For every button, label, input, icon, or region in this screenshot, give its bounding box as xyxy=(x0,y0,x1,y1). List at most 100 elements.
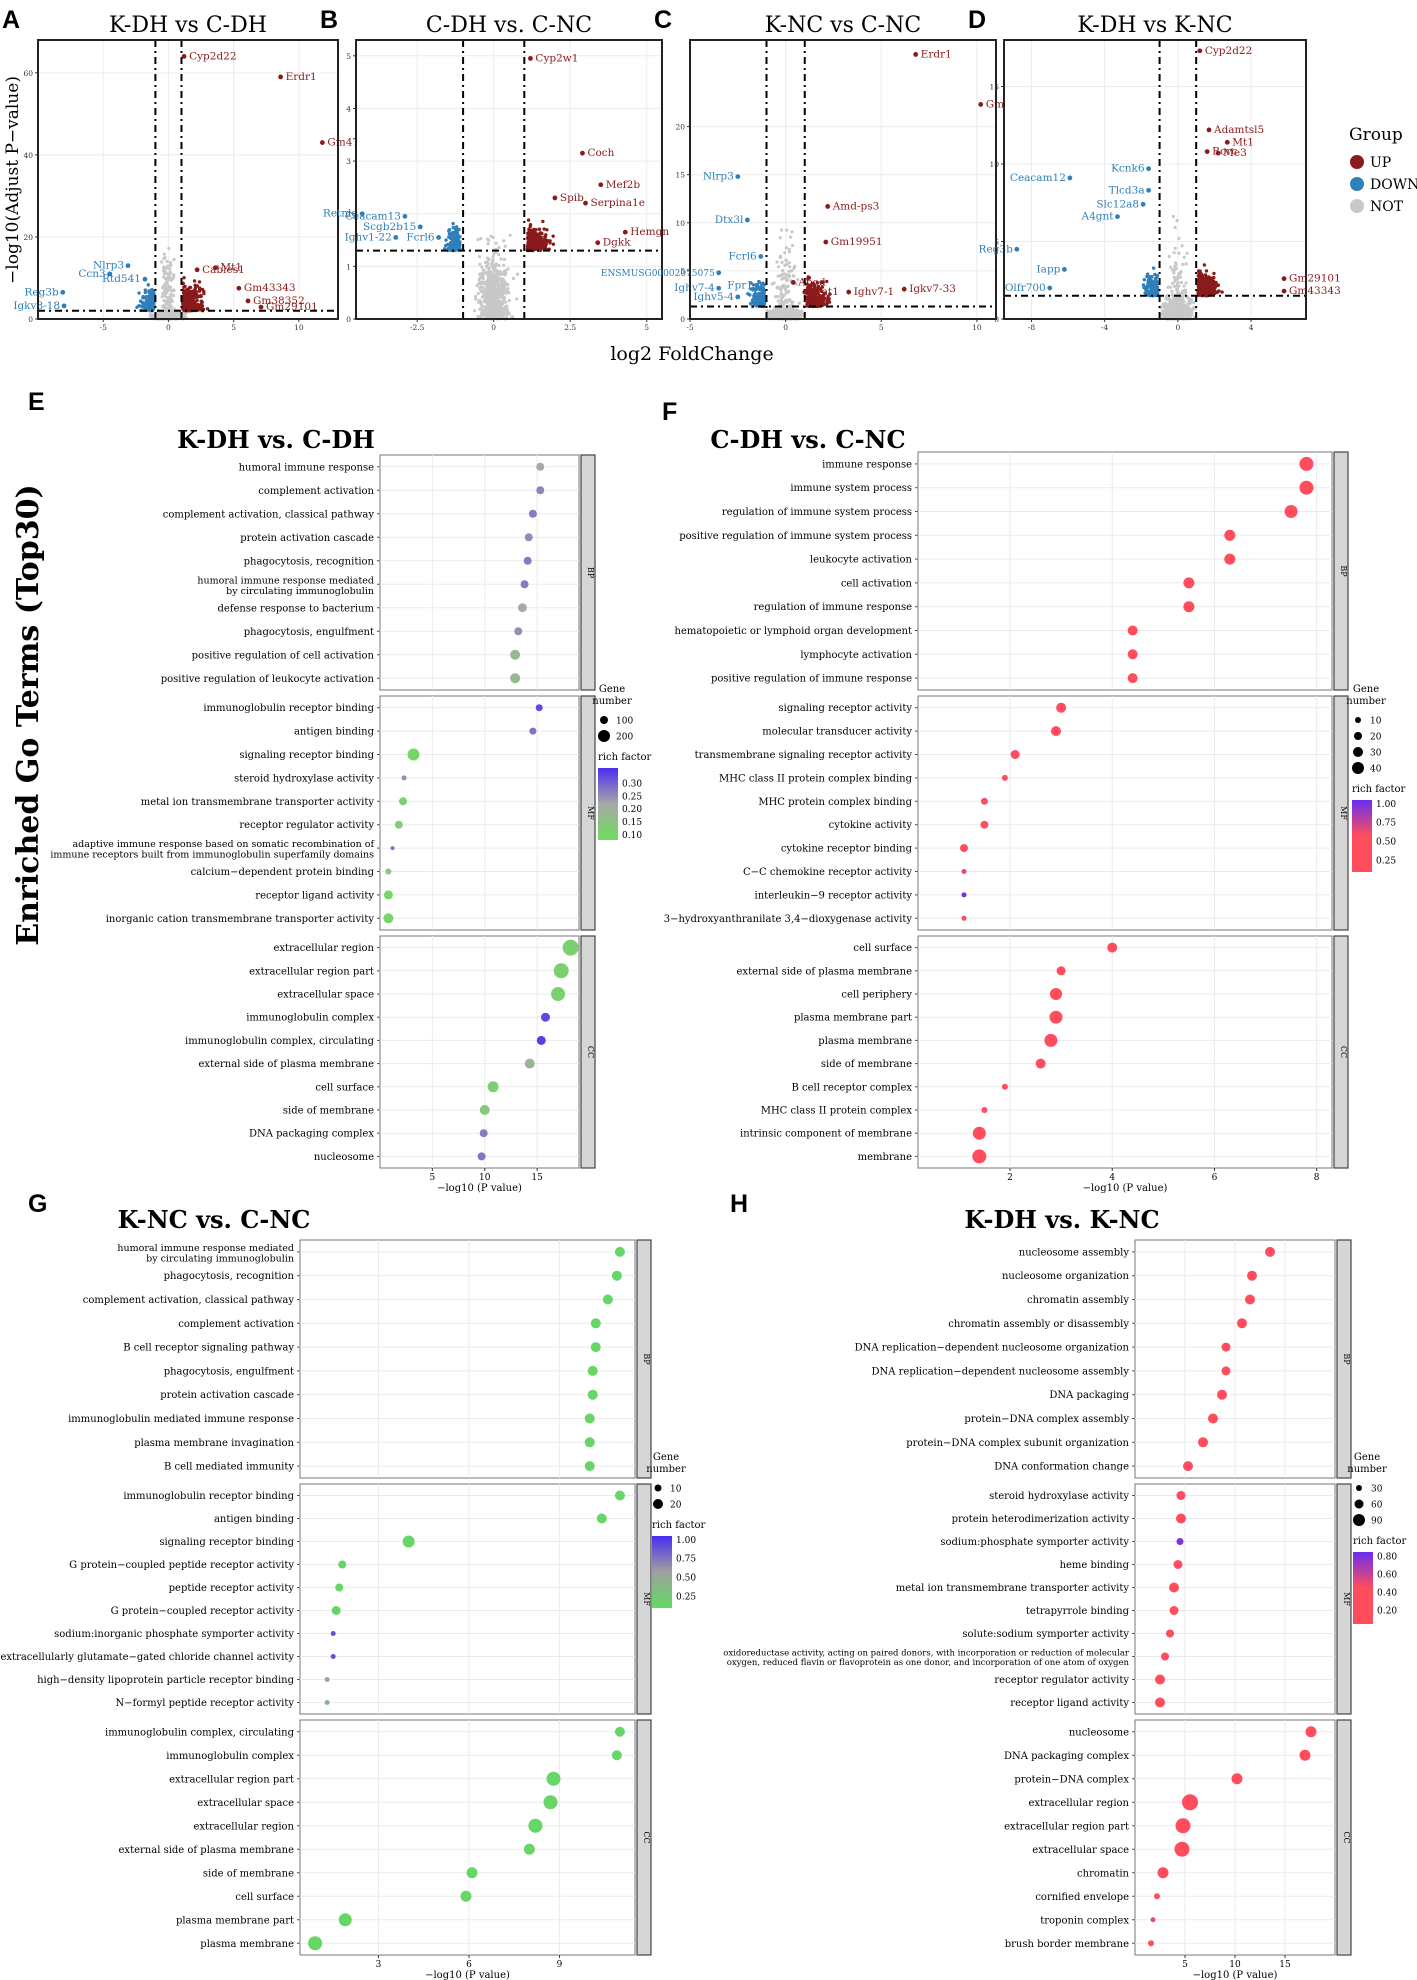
labeled-point xyxy=(402,213,408,219)
go-term-label: DNA conformation change xyxy=(994,1462,1129,1473)
gene-label: Gm43343 xyxy=(244,282,296,294)
point-not xyxy=(162,305,166,310)
point-not xyxy=(492,252,496,256)
point-not xyxy=(1174,303,1178,307)
point-not xyxy=(510,315,514,319)
point-up xyxy=(199,299,203,303)
point-down xyxy=(450,241,455,246)
labeled-point xyxy=(978,102,984,107)
point-not xyxy=(497,245,501,249)
go-term-dot xyxy=(1221,1366,1231,1376)
colorbar-tick-label: 0.50 xyxy=(1376,838,1396,848)
point-not xyxy=(784,258,788,262)
panel-title: K-DH vs C-DH xyxy=(109,13,267,38)
point-not xyxy=(511,276,516,281)
point-not xyxy=(1188,314,1192,319)
gene-label: Adamtsl5 xyxy=(1213,124,1264,136)
labeled-point xyxy=(1215,150,1221,156)
point-not xyxy=(492,299,496,304)
point-not xyxy=(1173,246,1177,250)
point-not xyxy=(791,309,796,313)
facet-strip-label: MF xyxy=(642,1592,651,1606)
point-up xyxy=(184,298,189,303)
point-not xyxy=(784,246,788,250)
go-term-dot xyxy=(1183,577,1195,589)
labeled-point xyxy=(552,195,558,201)
go-term-dot xyxy=(1198,1437,1208,1448)
point-not xyxy=(783,310,787,314)
go-term-dot xyxy=(535,704,543,712)
go-term-label: chromatin assembly or disassembly xyxy=(948,1319,1129,1330)
point-up xyxy=(545,228,549,232)
x-tick-label: 2 xyxy=(1007,1173,1013,1183)
point-not xyxy=(492,277,496,282)
point-not xyxy=(788,298,792,302)
colorbar-tick-label: 0.25 xyxy=(1376,857,1396,867)
y-tick-label: 20 xyxy=(675,123,685,132)
go-term-dot xyxy=(536,1035,546,1045)
go-term-dot xyxy=(980,820,989,829)
point-up xyxy=(202,289,206,294)
x-tick-label: 10 xyxy=(294,323,304,332)
point-not xyxy=(497,286,501,290)
point-not xyxy=(505,312,510,316)
go-term-dot xyxy=(1001,774,1008,781)
labeled-point xyxy=(583,200,588,206)
labeled-point xyxy=(125,263,131,269)
point-down xyxy=(1147,292,1152,296)
y-tick-label: 2 xyxy=(346,210,351,219)
size-legend-label: 20 xyxy=(1370,733,1382,743)
y-tick-label: 10 xyxy=(989,160,999,169)
go-term-dot xyxy=(1265,1246,1275,1257)
point-down xyxy=(761,294,766,298)
point-not xyxy=(508,233,512,237)
point-up xyxy=(1201,281,1205,285)
point-up xyxy=(534,228,538,232)
point-not xyxy=(476,314,480,319)
point-not xyxy=(1168,307,1172,311)
point-not xyxy=(480,271,484,275)
panel-title: K-DH vs K-NC xyxy=(1077,13,1232,38)
go-term-label: positive regulation of leukocyte activat… xyxy=(161,674,375,685)
point-not xyxy=(494,241,498,245)
point-not xyxy=(495,271,499,275)
point-not xyxy=(489,297,493,302)
go-term-label: side of membrane xyxy=(203,1868,294,1879)
point-not xyxy=(1181,298,1185,302)
go-term-label: protein−DNA complex xyxy=(1014,1774,1129,1785)
go-term-label: plasma membrane xyxy=(200,1939,294,1950)
point-not xyxy=(1180,244,1184,248)
point-up xyxy=(193,286,198,290)
point-not xyxy=(1183,288,1187,292)
point-up xyxy=(1202,263,1207,267)
colorbar-tick-label: 0.15 xyxy=(622,818,642,828)
go-term-label: oxygen, reduced flavin or flavoprotein a… xyxy=(727,1658,1130,1668)
point-up xyxy=(1198,275,1202,280)
go-term-dot xyxy=(587,1389,598,1400)
go-term-dot xyxy=(1237,1318,1247,1329)
point-up xyxy=(200,304,205,308)
x-tick-label: -5 xyxy=(686,323,694,332)
labeled-point xyxy=(744,217,750,223)
legend-title: rich factor xyxy=(1352,784,1406,795)
facet-strip-label: CC xyxy=(586,1046,595,1058)
point-not xyxy=(1163,306,1167,310)
x-tick-label: 2.5 xyxy=(564,323,576,332)
labeled-point xyxy=(1204,149,1210,155)
x-axis-label: −log10 (P value) xyxy=(437,1183,522,1194)
labeled-point xyxy=(622,229,628,235)
labeled-point xyxy=(1146,166,1151,172)
point-down xyxy=(144,300,149,304)
panel-title: C-DH vs. C-NC xyxy=(426,13,592,38)
point-not xyxy=(168,267,172,271)
x-tick-label: 5 xyxy=(430,1173,436,1183)
go-term-dot xyxy=(1175,1818,1191,1834)
point-down xyxy=(138,299,143,303)
go-term-label: protein−DNA complex assembly xyxy=(964,1414,1129,1425)
point-down xyxy=(150,303,155,307)
